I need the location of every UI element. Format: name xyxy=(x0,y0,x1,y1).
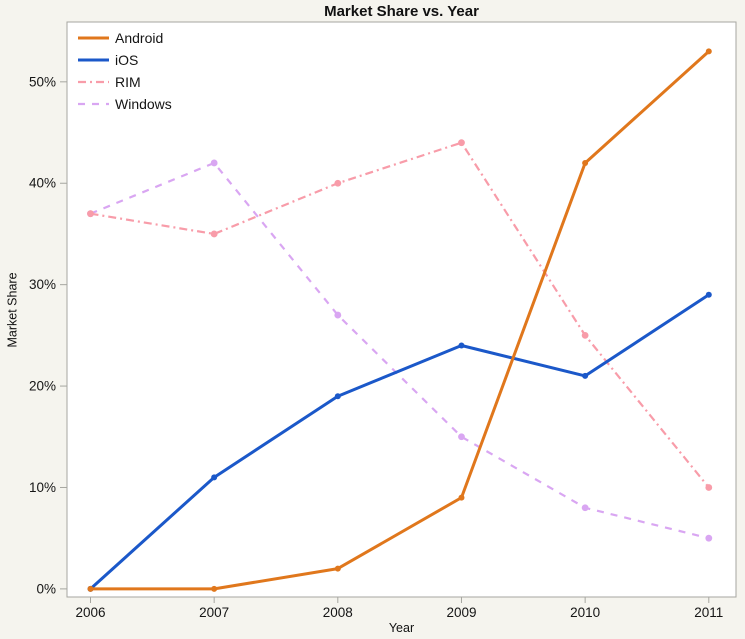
chart-title: Market Share vs. Year xyxy=(324,3,479,20)
x-tick-label: 2006 xyxy=(75,605,105,620)
x-tick-label: 2011 xyxy=(694,605,723,620)
data-point-windows xyxy=(705,534,713,542)
data-point-windows xyxy=(581,504,589,512)
data-point-rim xyxy=(581,331,589,339)
series-line-ios xyxy=(89,293,710,591)
data-point-rim xyxy=(87,210,94,218)
x-tick-label: 2008 xyxy=(323,605,353,620)
data-point-ios xyxy=(458,342,465,349)
data-point-android xyxy=(334,565,341,572)
data-point-android xyxy=(458,494,465,501)
legend-label-windows: Windows xyxy=(115,96,172,112)
legend-label-rim: RIM xyxy=(115,74,141,90)
data-point-android xyxy=(705,48,712,55)
plot-area xyxy=(66,21,737,598)
x-tick-label: 2009 xyxy=(446,605,476,620)
data-point-android xyxy=(87,585,94,592)
data-point-windows xyxy=(334,311,342,319)
y-tick-label: 0% xyxy=(36,581,56,596)
y-tick-label: 50% xyxy=(29,74,56,89)
data-point-rim xyxy=(705,484,713,491)
data-point-android xyxy=(211,585,218,592)
data-point-android xyxy=(582,159,589,166)
y-tick-label: 30% xyxy=(29,277,56,292)
x-axis-label: Year xyxy=(388,621,415,635)
x-tick-label: 2007 xyxy=(199,605,229,620)
y-tick-label: 20% xyxy=(29,379,56,394)
data-point-rim xyxy=(458,139,465,147)
legend-label-ios: iOS xyxy=(115,52,138,68)
data-point-windows xyxy=(210,159,218,167)
data-point-rim xyxy=(210,230,218,238)
data-point-ios xyxy=(705,291,712,298)
data-point-rim xyxy=(334,179,342,187)
y-tick-label: 10% xyxy=(29,480,56,495)
y-tick-label: 40% xyxy=(29,176,56,191)
series-line-android xyxy=(90,50,710,591)
x-tick-label: 2010 xyxy=(570,605,600,620)
data-point-windows xyxy=(458,433,465,441)
data-point-ios xyxy=(334,393,341,400)
data-point-ios xyxy=(582,372,589,379)
data-point-ios xyxy=(211,474,218,481)
legend-label-android: Android xyxy=(115,30,163,46)
